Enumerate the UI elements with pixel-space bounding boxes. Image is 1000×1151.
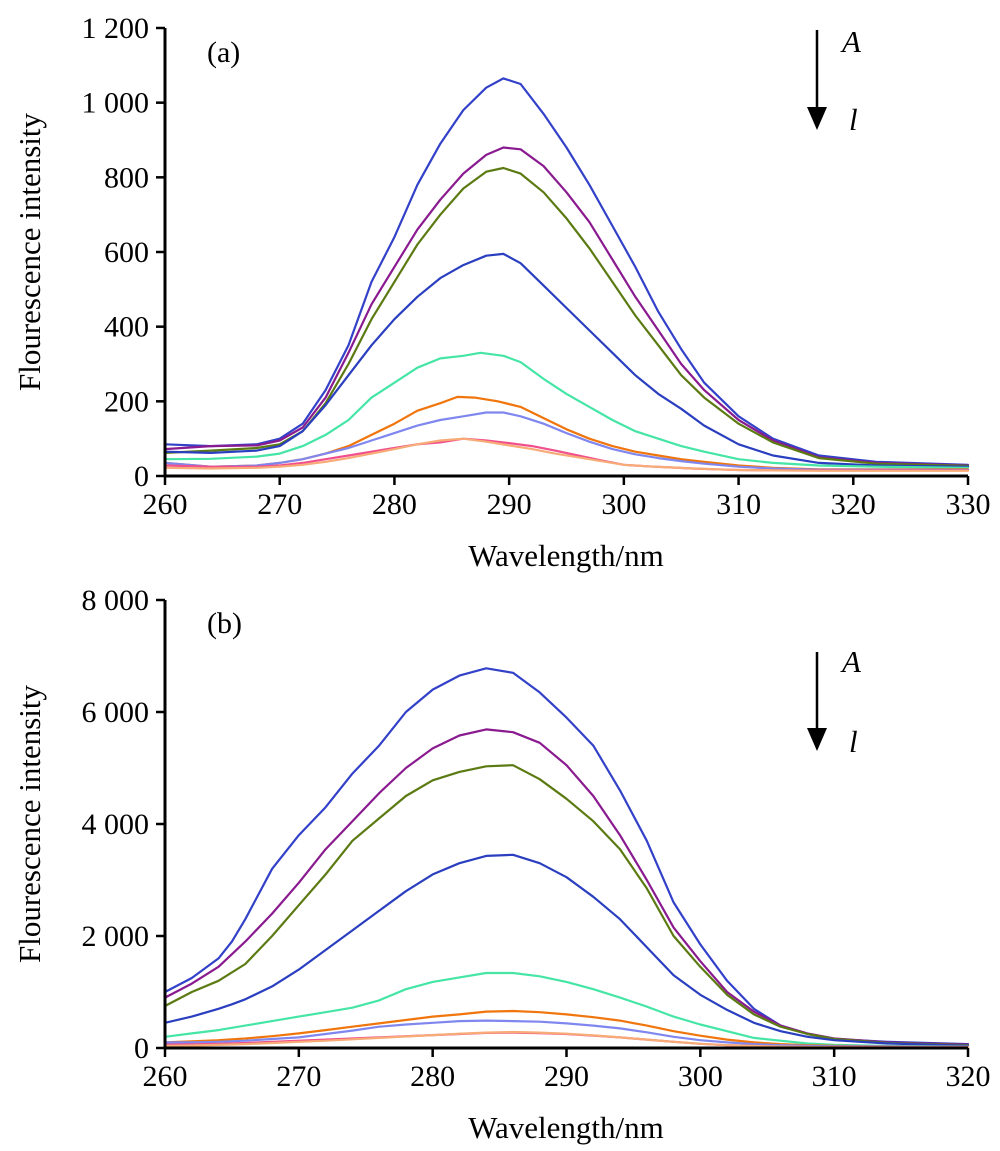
y-axis-title: Flourescence intensity [12, 684, 47, 963]
series-line-7 [163, 1019, 970, 1049]
chart-panel-a: 260 270 280 290 300 310 320 330 0 200 400 600 800 1 0… [12, 12, 991, 573]
y-tick-label: 0 [134, 460, 149, 493]
series-line-4 [163, 853, 970, 1047]
y-tick-label: 800 [104, 161, 149, 194]
arrow-head-icon [807, 107, 827, 130]
arrow-head-icon [807, 728, 827, 751]
series-line-7 [163, 411, 970, 472]
panel-label: (a) [207, 36, 240, 69]
legend-arrow: A l [807, 644, 862, 759]
series-line-4 [163, 252, 970, 468]
y-tick-label: 600 [104, 236, 149, 269]
panel-label: (b) [207, 607, 242, 640]
y-tick-label: 1 200 [82, 12, 150, 45]
x-axis-title: Wavelength/nm [468, 538, 664, 573]
series-group [163, 77, 970, 472]
y-tick-label: 4 000 [82, 808, 150, 841]
series-line-5 [163, 351, 970, 469]
y-tick-label: 0 [134, 1032, 149, 1065]
series-line-3 [163, 166, 970, 467]
series-line-1 [163, 667, 970, 1046]
x-tick-label: 270 [276, 1060, 321, 1093]
y-axis-title: Flourescence intensity [12, 112, 47, 391]
series-line-3 [163, 764, 970, 1047]
arrow-label-start: A [840, 24, 862, 59]
series-line-9 [163, 1030, 970, 1049]
x-tick-label: 320 [946, 1060, 991, 1093]
y-tick-label: 6 000 [82, 696, 150, 729]
chart-panel-b: 260 270 280 290 300 310 320 0 2 000 4 000 6 000 8 0… [12, 584, 991, 1145]
x-tick-label: 290 [544, 1060, 589, 1093]
y-tick-label: 2 000 [82, 920, 150, 953]
y-tick-label: 400 [104, 311, 149, 344]
series-line-5 [163, 971, 970, 1048]
x-axis-title: Wavelength/nm [468, 1110, 664, 1145]
arrow-label-start: A [840, 644, 862, 679]
series-line-6 [163, 1009, 970, 1049]
x-tick-label: 280 [410, 1060, 455, 1093]
x-tick-label: 320 [831, 488, 876, 521]
ticks-group: 260 270 280 290 300 310 320 330 0 200 400 600 800 1 0… [82, 12, 991, 521]
x-tick-label: 290 [487, 488, 532, 521]
series-group [163, 667, 970, 1049]
legend-arrow: A l [807, 24, 862, 137]
x-tick-label: 310 [716, 488, 761, 521]
ticks-group: 260 270 280 290 300 310 320 0 2 000 4 000 6 000 8 0… [82, 584, 991, 1093]
x-tick-label: 300 [601, 488, 646, 521]
x-tick-label: 300 [678, 1060, 723, 1093]
y-tick-label: 8 000 [82, 584, 150, 617]
x-tick-label: 280 [372, 488, 417, 521]
y-tick-label: 1 000 [82, 87, 150, 120]
x-tick-label: 310 [812, 1060, 857, 1093]
x-tick-label: 330 [946, 488, 991, 521]
x-tick-label: 270 [257, 488, 302, 521]
arrow-label-end: l [849, 724, 858, 759]
series-line-2 [163, 728, 970, 1046]
series-line-2 [163, 146, 970, 467]
arrow-label-end: l [849, 102, 858, 137]
series-line-9 [163, 437, 970, 472]
y-tick-label: 200 [104, 385, 149, 418]
series-line-1 [163, 77, 970, 466]
x-tick-label: 260 [143, 488, 188, 521]
x-tick-label: 260 [143, 1060, 188, 1093]
